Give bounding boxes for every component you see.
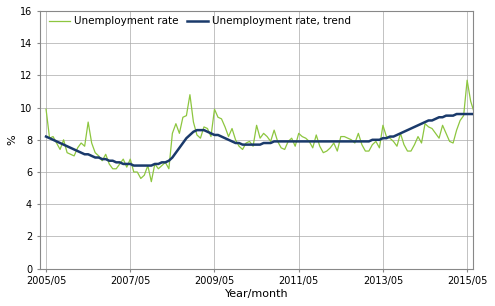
Legend: Unemployment rate, Unemployment rate, trend: Unemployment rate, Unemployment rate, tr… <box>50 16 351 26</box>
X-axis label: Year/month: Year/month <box>225 289 289 299</box>
Unemployment rate, trend <box>148 164 154 167</box>
Unemployment rate, trend <box>422 120 428 124</box>
Unemployment rate, trend <box>457 112 463 116</box>
Unemployment rate, trend <box>478 112 484 116</box>
Unemployment rate <box>422 122 428 125</box>
Y-axis label: %: % <box>7 134 17 145</box>
Unemployment rate, trend <box>159 161 165 164</box>
Unemployment rate, trend <box>317 140 323 143</box>
Unemployment rate <box>453 128 459 132</box>
Unemployment rate <box>43 107 49 111</box>
Unemployment rate <box>478 123 484 127</box>
Unemployment rate <box>145 164 151 167</box>
Unemployment rate <box>411 143 417 147</box>
Unemployment rate <box>464 78 470 82</box>
Unemployment rate, trend <box>453 112 459 116</box>
Unemployment rate, trend <box>411 125 417 129</box>
Unemployment rate, trend <box>43 135 49 138</box>
Unemployment rate, trend <box>131 164 137 167</box>
Line: Unemployment rate: Unemployment rate <box>46 80 481 182</box>
Line: Unemployment rate, trend: Unemployment rate, trend <box>46 114 481 166</box>
Unemployment rate <box>317 144 323 148</box>
Unemployment rate <box>159 164 165 167</box>
Unemployment rate <box>148 180 154 184</box>
